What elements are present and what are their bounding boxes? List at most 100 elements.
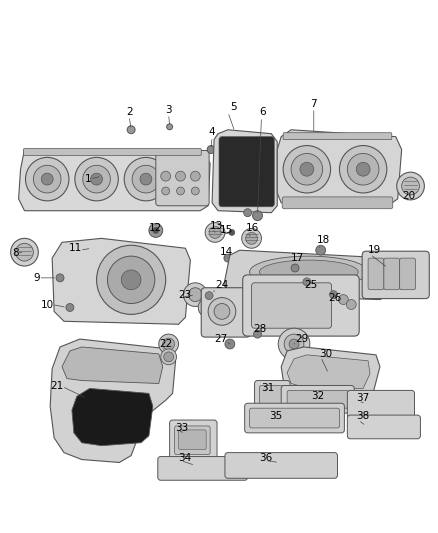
Ellipse shape bbox=[291, 264, 299, 272]
Text: 21: 21 bbox=[51, 382, 64, 391]
Text: 26: 26 bbox=[328, 293, 342, 303]
Ellipse shape bbox=[75, 157, 118, 201]
Text: 4: 4 bbox=[208, 127, 215, 137]
Ellipse shape bbox=[161, 171, 171, 181]
FancyBboxPatch shape bbox=[384, 258, 400, 290]
Ellipse shape bbox=[184, 283, 207, 306]
FancyBboxPatch shape bbox=[347, 415, 420, 439]
Ellipse shape bbox=[208, 297, 236, 325]
Ellipse shape bbox=[316, 245, 325, 255]
Text: 12: 12 bbox=[149, 223, 162, 233]
Ellipse shape bbox=[33, 165, 61, 193]
Text: 24: 24 bbox=[215, 280, 228, 290]
Ellipse shape bbox=[397, 172, 424, 200]
Ellipse shape bbox=[91, 173, 102, 185]
Ellipse shape bbox=[149, 223, 163, 237]
Text: 18: 18 bbox=[317, 236, 330, 245]
Text: 31: 31 bbox=[261, 383, 275, 393]
Ellipse shape bbox=[205, 292, 213, 300]
Ellipse shape bbox=[300, 163, 314, 176]
Ellipse shape bbox=[167, 124, 173, 130]
Ellipse shape bbox=[163, 338, 175, 350]
FancyBboxPatch shape bbox=[400, 258, 416, 290]
Polygon shape bbox=[287, 355, 370, 389]
Text: 9: 9 bbox=[34, 273, 40, 283]
Ellipse shape bbox=[188, 288, 202, 302]
Ellipse shape bbox=[291, 154, 323, 185]
FancyBboxPatch shape bbox=[362, 251, 429, 298]
Ellipse shape bbox=[259, 260, 358, 284]
Ellipse shape bbox=[124, 157, 168, 201]
FancyBboxPatch shape bbox=[254, 381, 290, 414]
Text: 13: 13 bbox=[210, 221, 223, 231]
Text: 30: 30 bbox=[319, 349, 332, 359]
Ellipse shape bbox=[347, 154, 379, 185]
FancyBboxPatch shape bbox=[368, 258, 384, 290]
Ellipse shape bbox=[66, 303, 74, 311]
Text: 11: 11 bbox=[68, 243, 82, 253]
Text: 17: 17 bbox=[291, 253, 304, 263]
Text: 7: 7 bbox=[311, 99, 317, 109]
Ellipse shape bbox=[289, 339, 299, 349]
Polygon shape bbox=[224, 250, 396, 300]
Text: 20: 20 bbox=[403, 191, 416, 201]
FancyBboxPatch shape bbox=[201, 288, 251, 337]
FancyBboxPatch shape bbox=[250, 408, 339, 428]
FancyBboxPatch shape bbox=[219, 136, 274, 207]
Ellipse shape bbox=[242, 229, 261, 248]
Ellipse shape bbox=[176, 171, 185, 181]
Ellipse shape bbox=[198, 297, 218, 317]
Ellipse shape bbox=[11, 238, 38, 266]
Ellipse shape bbox=[177, 187, 184, 195]
Ellipse shape bbox=[164, 352, 173, 362]
Ellipse shape bbox=[16, 243, 33, 261]
Ellipse shape bbox=[56, 274, 64, 282]
FancyBboxPatch shape bbox=[225, 453, 337, 478]
Ellipse shape bbox=[127, 126, 135, 134]
Polygon shape bbox=[72, 389, 153, 446]
Ellipse shape bbox=[205, 223, 225, 243]
Text: 35: 35 bbox=[269, 411, 283, 421]
FancyBboxPatch shape bbox=[170, 420, 217, 461]
FancyBboxPatch shape bbox=[281, 385, 354, 413]
Text: 34: 34 bbox=[179, 453, 192, 463]
FancyBboxPatch shape bbox=[245, 403, 344, 433]
Ellipse shape bbox=[278, 328, 310, 360]
Ellipse shape bbox=[161, 349, 177, 365]
Polygon shape bbox=[18, 149, 210, 211]
Ellipse shape bbox=[224, 254, 232, 262]
Ellipse shape bbox=[356, 163, 370, 176]
FancyBboxPatch shape bbox=[251, 283, 332, 328]
Text: 27: 27 bbox=[215, 334, 228, 344]
Text: 8: 8 bbox=[12, 248, 18, 258]
Polygon shape bbox=[277, 130, 402, 206]
Ellipse shape bbox=[250, 256, 368, 288]
Polygon shape bbox=[52, 238, 191, 324]
Polygon shape bbox=[212, 130, 277, 213]
Ellipse shape bbox=[162, 187, 170, 195]
Text: 22: 22 bbox=[159, 339, 172, 349]
Ellipse shape bbox=[339, 146, 387, 193]
Text: 23: 23 bbox=[179, 289, 192, 300]
Text: 15: 15 bbox=[220, 225, 233, 236]
Ellipse shape bbox=[402, 177, 420, 195]
Polygon shape bbox=[62, 347, 163, 384]
Polygon shape bbox=[50, 339, 176, 463]
Ellipse shape bbox=[25, 157, 69, 201]
Ellipse shape bbox=[329, 290, 337, 298]
Text: 36: 36 bbox=[259, 453, 272, 463]
Text: 28: 28 bbox=[254, 324, 267, 334]
Ellipse shape bbox=[207, 146, 215, 154]
Ellipse shape bbox=[225, 339, 235, 349]
FancyBboxPatch shape bbox=[259, 385, 285, 409]
Text: 10: 10 bbox=[41, 300, 54, 310]
Ellipse shape bbox=[339, 295, 348, 304]
Ellipse shape bbox=[107, 256, 155, 303]
Ellipse shape bbox=[121, 270, 141, 290]
Text: 38: 38 bbox=[356, 411, 370, 421]
Ellipse shape bbox=[132, 165, 160, 193]
Ellipse shape bbox=[284, 334, 304, 354]
Text: 33: 33 bbox=[176, 423, 189, 433]
Text: 14: 14 bbox=[220, 247, 233, 257]
Ellipse shape bbox=[191, 171, 200, 181]
